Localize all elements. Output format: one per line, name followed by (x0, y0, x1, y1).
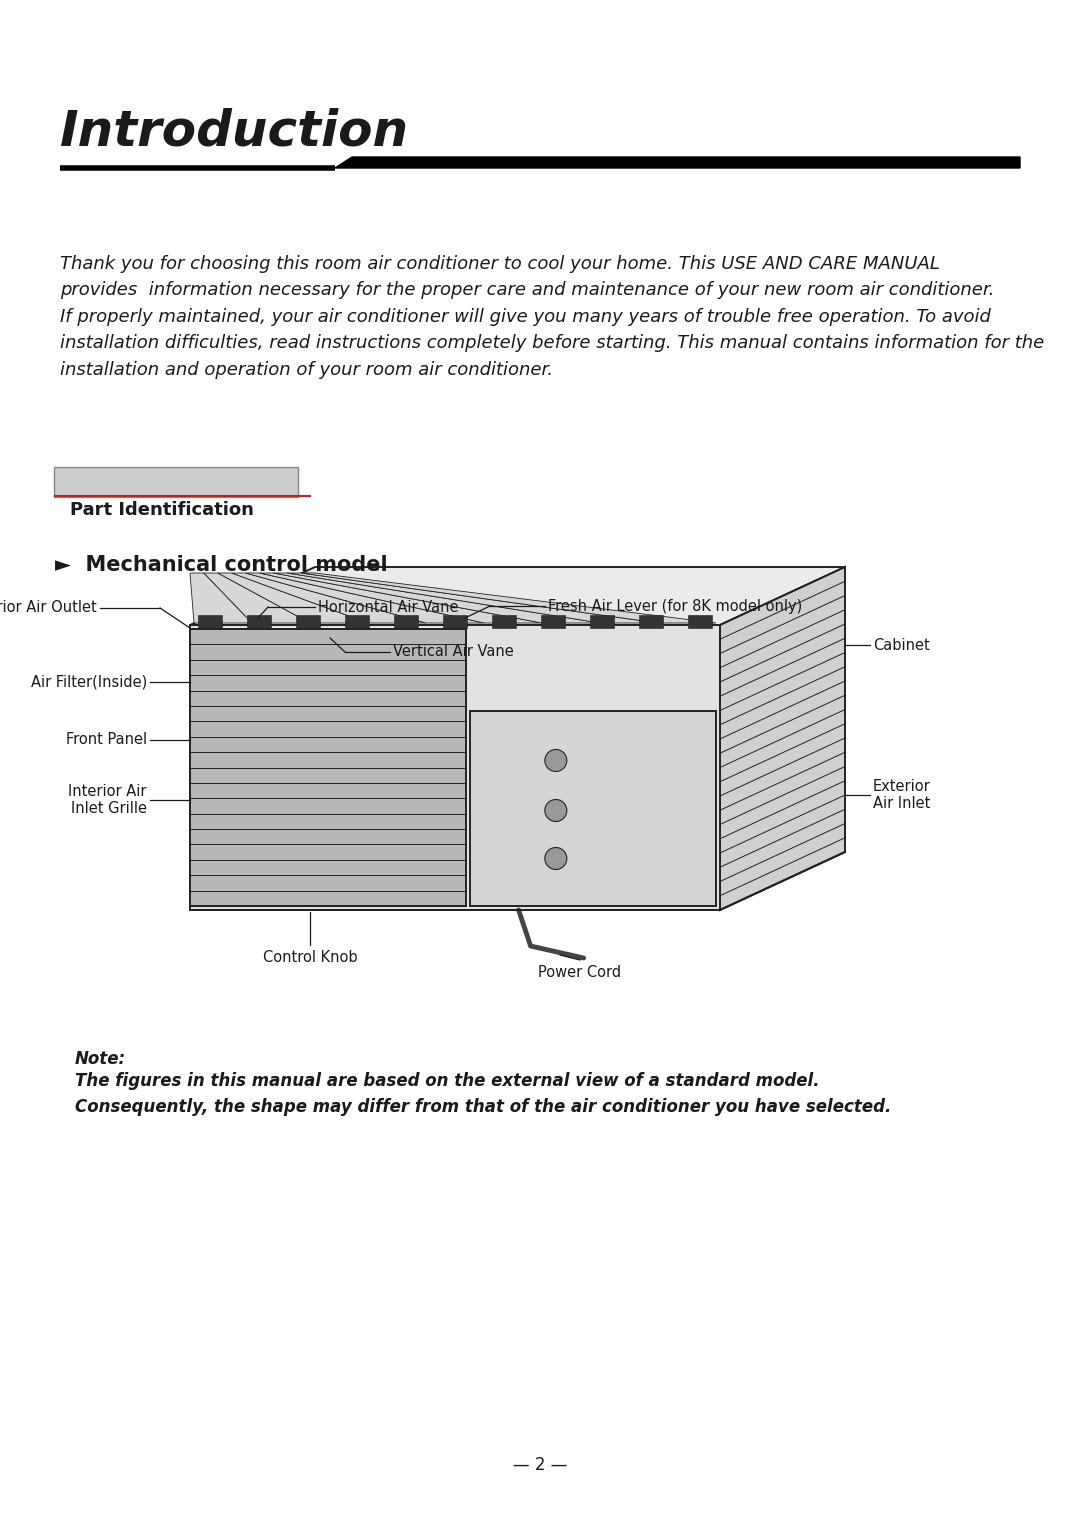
Polygon shape (190, 628, 465, 906)
Polygon shape (245, 573, 484, 624)
Polygon shape (688, 615, 712, 628)
Polygon shape (218, 573, 368, 624)
Text: — 2 —: — 2 — (513, 1456, 567, 1475)
FancyBboxPatch shape (54, 467, 298, 497)
Text: Cabinet: Cabinet (873, 637, 930, 653)
Text: Interior Air
Inlet Grille: Interior Air Inlet Grille (68, 784, 147, 816)
Polygon shape (198, 615, 222, 628)
Circle shape (544, 799, 567, 822)
Circle shape (544, 749, 567, 772)
Text: Control Knob: Control Knob (262, 950, 357, 965)
Polygon shape (273, 573, 600, 624)
Text: The figures in this manual are based on the external view of a standard model.
C: The figures in this manual are based on … (75, 1072, 891, 1116)
Text: Note:: Note: (75, 1051, 126, 1068)
Polygon shape (287, 573, 658, 624)
Text: Fresh Air Lever (for 8K model only): Fresh Air Lever (for 8K model only) (548, 598, 802, 613)
Text: Air Filter(Inside): Air Filter(Inside) (30, 674, 147, 689)
Polygon shape (204, 573, 310, 624)
Text: Horizontal Air Vane: Horizontal Air Vane (318, 599, 459, 615)
Polygon shape (590, 615, 615, 628)
Polygon shape (190, 625, 720, 910)
Polygon shape (296, 615, 321, 628)
Text: Thank you for choosing this room air conditioner to cool your home. This USE AND: Thank you for choosing this room air con… (60, 255, 1044, 378)
Polygon shape (301, 573, 716, 624)
Text: ►  Mechanical control model: ► Mechanical control model (55, 555, 388, 575)
Polygon shape (443, 615, 468, 628)
Polygon shape (190, 567, 845, 625)
Text: Front Panel: Front Panel (66, 732, 147, 747)
Polygon shape (720, 567, 845, 910)
Circle shape (544, 848, 567, 869)
Polygon shape (470, 711, 716, 906)
Polygon shape (247, 615, 271, 628)
Text: Interior Air Outlet: Interior Air Outlet (0, 601, 97, 616)
Polygon shape (190, 573, 252, 624)
Polygon shape (394, 615, 418, 628)
Polygon shape (259, 573, 542, 624)
Text: Part Identification: Part Identification (70, 502, 254, 518)
Polygon shape (638, 615, 663, 628)
Polygon shape (541, 615, 565, 628)
Text: Power Cord: Power Cord (539, 965, 622, 981)
Polygon shape (232, 573, 426, 624)
Polygon shape (335, 157, 1020, 168)
Text: Exterior
Air Inlet: Exterior Air Inlet (873, 779, 931, 811)
Polygon shape (345, 615, 369, 628)
Text: Introduction: Introduction (60, 107, 409, 156)
Polygon shape (491, 615, 516, 628)
Text: Vertical Air Vane: Vertical Air Vane (393, 645, 514, 659)
